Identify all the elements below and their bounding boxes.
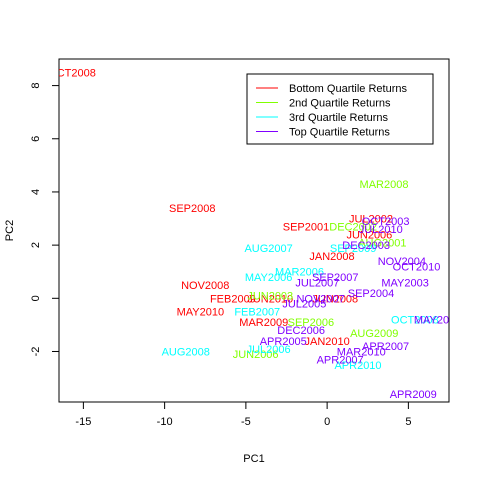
point-label: MAY2010 <box>177 307 225 319</box>
y-tick-label: 2 <box>30 242 42 248</box>
x-tick-label: 5 <box>405 416 411 428</box>
point-label: JUN2006 <box>233 349 279 361</box>
point-label: APR2007 <box>317 354 364 366</box>
point-label: OCT2010 <box>393 261 441 273</box>
point-label: JUL2007 <box>295 277 339 289</box>
point-label: MAY2006 <box>245 272 293 284</box>
y-tick-label: 0 <box>30 295 42 301</box>
point-label: SEP2008 <box>169 203 215 215</box>
y-tick-label: 8 <box>30 83 42 89</box>
x-axis: -15 -10 -5 0 5 <box>75 401 411 428</box>
point-label: DEC2003 <box>342 240 390 252</box>
point-label: MAR2009 <box>239 317 288 329</box>
point-label: AUG2008 <box>162 346 210 358</box>
point-label: APR2010 <box>334 360 381 372</box>
x-tick-label: 0 <box>324 416 330 428</box>
point-label: FEB2007 <box>234 307 280 319</box>
legend: Bottom Quartile Returns 2nd Quartile Retu… <box>246 73 434 145</box>
point-label: JUL2005 <box>282 299 326 311</box>
point-label: APR2009 <box>390 389 437 401</box>
y-tick-label: -2 <box>30 347 42 357</box>
point-label: MAR2008 <box>360 179 409 191</box>
point-label: OCT2008 <box>391 315 439 327</box>
point-label: MAY2009 <box>414 315 462 327</box>
point-label: JUL2010 <box>359 224 403 236</box>
point-label: JUN2008 <box>312 293 358 305</box>
point-label: NOV2007 <box>296 293 344 305</box>
point-label: DEC2006 <box>277 325 325 337</box>
point-label: OCT2003 <box>362 216 410 228</box>
legend-entry: Top Quartile Returns <box>289 127 390 139</box>
points-layer: OCT2008 SEP2008 SEP2001 JUL2002 JAN2008 NOV20… <box>48 67 462 401</box>
point-label: MAR2010 <box>337 346 386 358</box>
legend-entry: 2nd Quartile Returns <box>289 98 391 110</box>
x-tick-label: -10 <box>157 416 173 428</box>
point-label: JUN2003 <box>247 291 293 303</box>
point-label: JAN2010 <box>304 336 349 348</box>
point-label: JUL2002 <box>349 214 393 226</box>
y-axis-label: PC2 <box>4 220 16 241</box>
point-label: AUG2007 <box>244 243 292 255</box>
point-label: APR2005 <box>260 336 307 348</box>
point-label: AUG2001 <box>358 237 406 249</box>
x-axis-label: PC1 <box>243 453 264 465</box>
legend-box <box>246 73 434 145</box>
legend-entry: 3rd Quartile Returns <box>289 112 389 124</box>
legend-entry: Bottom Quartile Returns <box>289 83 407 95</box>
y-tick-label: 6 <box>30 136 42 142</box>
point-label: NOV2004 <box>378 256 426 268</box>
point-label: SEP2006 <box>288 317 334 329</box>
x-tick-label: -15 <box>75 416 91 428</box>
point-label: MAY2003 <box>381 277 429 289</box>
point-label: SEP2007 <box>312 272 358 284</box>
point-label: MAR2006 <box>275 267 324 279</box>
point-label: NOV2008 <box>181 280 229 292</box>
point-label: JAN2008 <box>309 251 354 263</box>
point-label: SEP2004 <box>348 288 394 300</box>
point-label: JUN2010 <box>247 293 293 305</box>
y-tick-label: 4 <box>30 189 42 195</box>
x-tick-label: -5 <box>241 416 251 428</box>
point-label: APR2007 <box>362 341 409 353</box>
point-label: OCT2008 <box>48 67 96 79</box>
point-label: SEP2001 <box>283 222 329 234</box>
point-label: JUL2006 <box>247 344 291 356</box>
point-label: FEB2009 <box>210 293 256 305</box>
point-label: DEC2002 <box>329 222 377 234</box>
point-label: JUN2006 <box>346 229 392 241</box>
point-label: AUG2009 <box>350 328 398 340</box>
point-label: SEP2009 <box>330 243 376 255</box>
y-axis: -2 0 2 4 6 8 <box>30 83 60 357</box>
